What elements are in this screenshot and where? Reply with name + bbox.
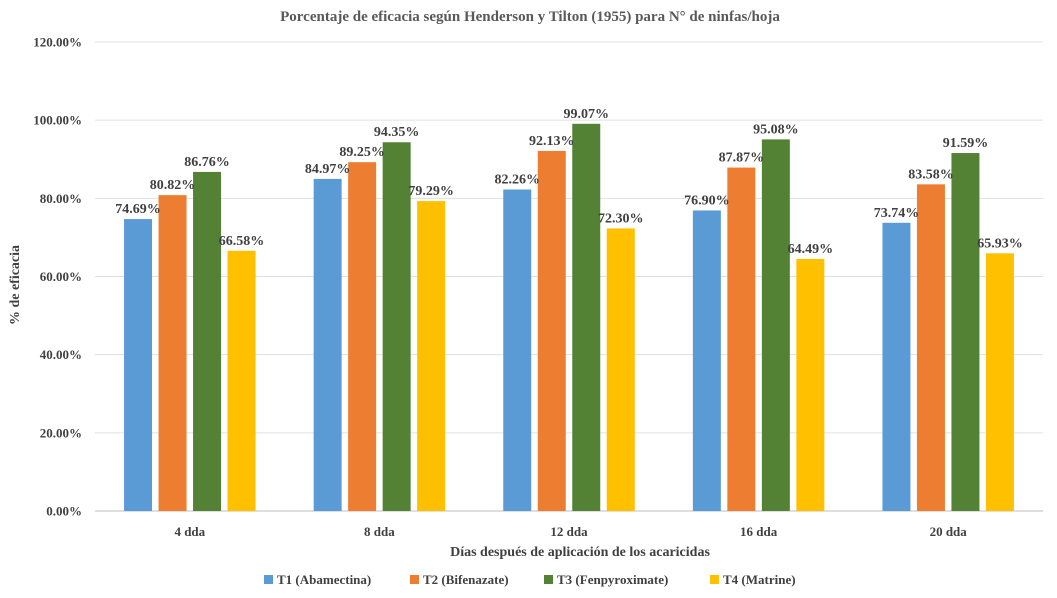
bar xyxy=(606,228,635,512)
data-label: 66.58% xyxy=(219,234,265,249)
y-axis-ticks: 0.00% 20.00% 40.00% 60.00% 80.00% 100.00% 120.… xyxy=(33,35,82,519)
data-label: 73.74% xyxy=(874,206,920,221)
data-label: 64.49% xyxy=(788,242,834,257)
y-tick-label: 40.00% xyxy=(40,347,82,362)
bar xyxy=(916,184,945,512)
data-label: 92.13% xyxy=(529,134,575,149)
x-tick-label: 8 dda xyxy=(364,524,395,539)
data-label: 74.69% xyxy=(115,202,161,217)
bar xyxy=(951,153,980,511)
data-labels: 74.69% 80.82% 86.76% 66.58% 84.97% 89.25% 94.3… xyxy=(115,107,1022,257)
data-label: 89.25% xyxy=(339,145,385,160)
data-label: 84.97% xyxy=(305,162,351,177)
bar xyxy=(158,195,187,512)
x-tick-label: 4 dda xyxy=(174,524,205,539)
bar xyxy=(692,210,721,512)
x-axis-title: Días después de aplicación de los acaric… xyxy=(450,545,710,560)
legend: T1 (Abamectina) T2 (Bifenazate) T3 (Fenpyr… xyxy=(264,572,796,587)
data-label: 82.26% xyxy=(495,173,541,188)
data-label: 76.90% xyxy=(684,193,730,208)
bars xyxy=(124,123,1014,512)
bar xyxy=(537,150,566,512)
bar xyxy=(796,258,825,511)
data-label: 99.07% xyxy=(564,107,610,122)
x-tick-label: 20 dda xyxy=(930,524,968,539)
bar xyxy=(417,201,446,511)
legend-label: T4 (Matrine) xyxy=(723,572,796,587)
x-tick-label: 12 dda xyxy=(550,524,588,539)
data-label: 86.76% xyxy=(184,155,230,170)
bar xyxy=(882,222,911,511)
bar xyxy=(124,219,153,511)
legend-swatch xyxy=(710,575,719,584)
legend-label: T2 (Bifenazate) xyxy=(423,572,509,587)
legend-swatch xyxy=(264,575,273,584)
data-label: 87.87% xyxy=(719,151,765,166)
y-tick-label: 60.00% xyxy=(40,269,82,284)
data-label: 94.35% xyxy=(374,125,420,140)
data-label: 91.59% xyxy=(943,136,989,151)
y-tick-label: 0.00% xyxy=(46,504,82,519)
y-axis-title: % de eficacia xyxy=(8,245,23,325)
bar xyxy=(572,123,601,511)
data-label: 95.08% xyxy=(753,122,799,137)
x-tick-label: 16 dda xyxy=(740,524,778,539)
y-tick-label: 80.00% xyxy=(40,191,82,206)
data-label: 65.93% xyxy=(977,236,1023,251)
bar xyxy=(193,171,222,511)
y-tick-label: 20.00% xyxy=(40,425,82,440)
chart-title: Porcentaje de eficacia según Henderson y… xyxy=(280,9,780,25)
bar xyxy=(348,162,377,511)
y-tick-label: 100.00% xyxy=(33,113,82,128)
x-axis-ticks: 4 dda 8 dda 12 dda 16 dda 20 dda xyxy=(174,524,967,539)
bar xyxy=(761,139,790,511)
bar xyxy=(382,142,411,511)
bar xyxy=(985,253,1014,511)
data-label: 83.58% xyxy=(908,167,954,182)
legend-label: T1 (Abamectina) xyxy=(277,572,371,587)
data-label: 72.30% xyxy=(598,211,644,226)
data-label: 80.82% xyxy=(150,178,196,193)
legend-label: T3 (Fenpyroximate) xyxy=(557,572,668,587)
bar xyxy=(313,178,342,511)
legend-swatch xyxy=(544,575,553,584)
data-label: 79.29% xyxy=(408,184,454,199)
bar xyxy=(227,250,256,511)
legend-swatch xyxy=(410,575,419,584)
y-tick-label: 120.00% xyxy=(33,35,82,50)
bar xyxy=(503,189,532,512)
bar xyxy=(727,167,756,511)
